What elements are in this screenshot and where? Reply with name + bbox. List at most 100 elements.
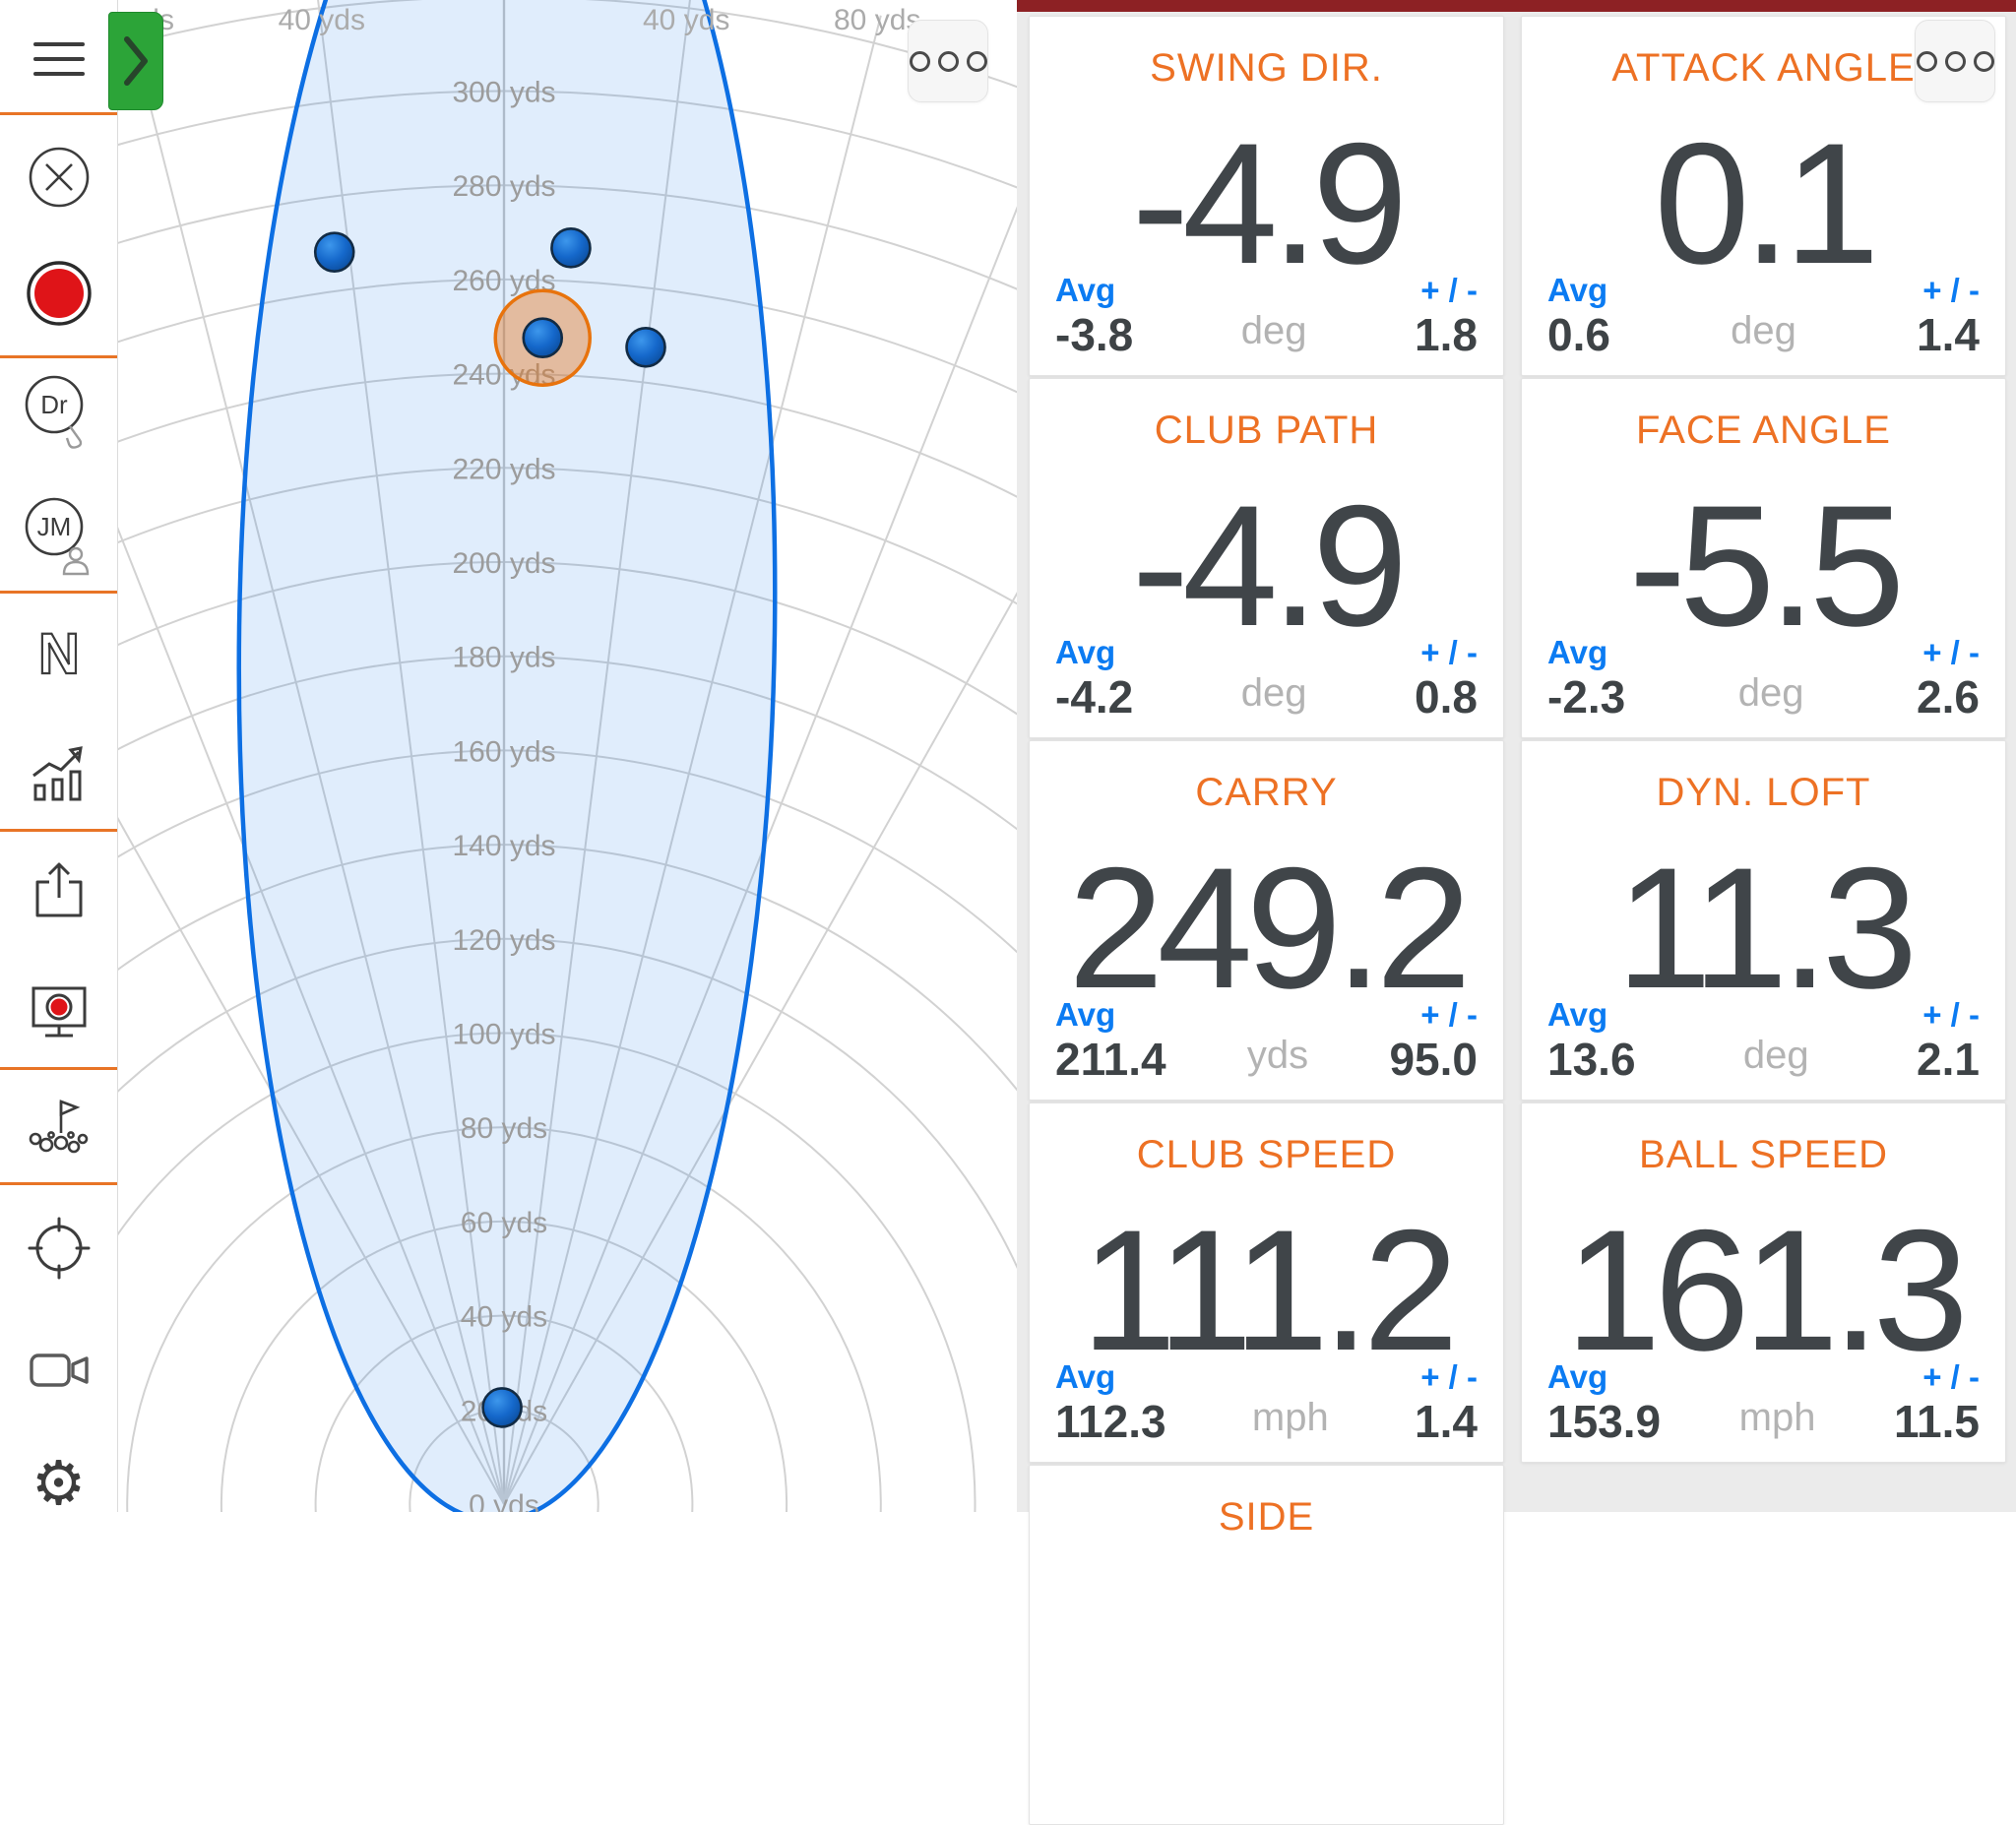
trend-chart-icon xyxy=(32,746,83,801)
sidebar-item-menu[interactable] xyxy=(0,12,117,106)
metric-value: -4.9 xyxy=(1131,108,1409,300)
sidebar-divider xyxy=(0,1067,117,1070)
panel-more-options-button[interactable] xyxy=(1915,20,1995,102)
metric-value: 161.3 xyxy=(1565,1195,1969,1387)
metric-footer xyxy=(1055,1802,1478,1810)
share-icon xyxy=(35,862,82,917)
avg-value: -2.3 xyxy=(1547,671,1626,724)
metric-title: CARRY xyxy=(1195,771,1338,814)
plusminus-value: 2.1 xyxy=(1917,1034,1980,1086)
shot-dot-3[interactable] xyxy=(625,327,666,368)
plusminus-value: 95.0 xyxy=(1389,1034,1478,1086)
shot-dot-0[interactable] xyxy=(313,231,355,273)
sidebar-item-notes[interactable]: N xyxy=(0,606,117,701)
plusminus-label: + / - xyxy=(1922,272,1980,309)
metric-tile-carry[interactable]: CARRY 249.2 Avg 211.4 yds + / - 95.0 xyxy=(1029,740,1504,1101)
sidebar-item-club-selector[interactable]: Dr xyxy=(0,366,117,461)
shot-dot-1[interactable] xyxy=(550,227,592,269)
metric-title: ATTACK ANGLE xyxy=(1611,46,1916,90)
metric-plusminus: + / - 2.1 xyxy=(1917,996,1980,1086)
metric-avg: Avg 211.4 xyxy=(1055,996,1166,1086)
metric-avg: Avg -3.8 xyxy=(1055,272,1133,361)
flag-scatter-icon xyxy=(29,1100,88,1154)
metric-tile-swing-dir[interactable]: SWING DIR. -4.9 Avg -3.8 deg + / - 1.8 xyxy=(1029,16,1504,376)
screen-record-icon xyxy=(32,986,86,1038)
plusminus-label: + / - xyxy=(1420,1358,1478,1396)
lateral-label: 40 yds xyxy=(643,4,729,36)
shot-dot-4[interactable] xyxy=(481,1387,523,1428)
more-icon xyxy=(937,50,959,72)
plusminus-label: + / - xyxy=(1922,634,1980,671)
distance-label: 180 yds xyxy=(452,642,555,674)
metric-avg: Avg -4.2 xyxy=(1055,634,1133,724)
user-circle-icon: JM xyxy=(25,497,89,576)
metric-tile-dyn-loft[interactable]: DYN. LOFT 11.3 Avg 13.6 deg + / - 2.1 xyxy=(1521,740,2006,1101)
metric-value: 0.1 xyxy=(1654,108,1879,300)
close-circle-icon xyxy=(29,147,89,208)
metric-footer: Avg 211.4 yds + / - 95.0 xyxy=(1055,996,1478,1086)
avg-label: Avg xyxy=(1547,1358,1608,1396)
more-icon xyxy=(1944,50,1966,72)
sidebar-item-camera[interactable] xyxy=(0,1322,117,1416)
distance-label: 120 yds xyxy=(452,924,555,957)
avg-label: Avg xyxy=(1547,996,1608,1034)
metric-avg: Avg 112.3 xyxy=(1055,1358,1166,1448)
metric-value: 11.3 xyxy=(1615,833,1919,1025)
svg-text:Dr: Dr xyxy=(40,390,68,419)
sidebar-item-close-session[interactable] xyxy=(0,130,117,224)
club-circle-icon: Dr xyxy=(25,375,83,449)
shot-dot-2[interactable] xyxy=(522,317,564,359)
plusminus-label: + / - xyxy=(1420,996,1478,1034)
metric-unit: deg xyxy=(1240,671,1307,715)
distance-label: 60 yds xyxy=(461,1207,547,1239)
metric-unit: deg xyxy=(1742,1034,1809,1077)
metric-tile-attack-angle[interactable]: ATTACK ANGLE 0.1 Avg 0.6 deg + / - 1.4 xyxy=(1521,16,2006,376)
sidebar-item-stats[interactable] xyxy=(0,724,117,819)
avg-label: Avg xyxy=(1055,634,1116,671)
svg-text:JM: JM xyxy=(36,512,71,541)
metric-avg: Avg -2.3 xyxy=(1547,634,1625,724)
metric-tile-club-speed[interactable]: CLUB SPEED 111.2 Avg 112.3 mph + / - 1.4 xyxy=(1029,1102,1504,1463)
metric-plusminus: + / - 1.4 xyxy=(1415,1358,1478,1448)
distance-label: 280 yds xyxy=(452,170,555,203)
sidebar-item-target[interactable] xyxy=(0,1201,117,1295)
expand-panel-button[interactable] xyxy=(108,12,163,110)
avg-label: Avg xyxy=(1055,1358,1116,1396)
metric-tile-ball-speed[interactable]: BALL SPEED 161.3 Avg 153.9 mph + / - 11.… xyxy=(1521,1102,2006,1463)
metric-tile-face-angle[interactable]: FACE ANGLE -5.5 Avg -2.3 deg + / - 2.6 xyxy=(1521,378,2006,738)
distance-label: 0 yds xyxy=(469,1489,539,1512)
metric-avg: Avg 13.6 xyxy=(1547,996,1636,1086)
sidebar-item-user-profile[interactable]: JM xyxy=(0,488,117,583)
distance-label: 220 yds xyxy=(452,453,555,485)
direction-line xyxy=(503,206,1017,1505)
sidebar-item-record[interactable] xyxy=(0,246,117,341)
distance-label: 140 yds xyxy=(452,830,555,862)
plusminus-value: 2.6 xyxy=(1917,671,1980,724)
plusminus-value: 11.5 xyxy=(1894,1396,1980,1448)
avg-value: 0.6 xyxy=(1547,309,1610,361)
chart-more-options-button[interactable] xyxy=(908,20,988,102)
sidebar-divider xyxy=(0,591,117,594)
metric-footer: Avg 153.9 mph + / - 11.5 xyxy=(1547,1358,1980,1448)
recording-indicator-bar xyxy=(1017,0,2016,12)
sidebar-item-dispersion[interactable] xyxy=(0,1082,117,1176)
metric-tile-side[interactable]: SIDE xyxy=(1029,1465,1504,1825)
metric-unit: deg xyxy=(1731,309,1796,352)
dispersion-ellipse xyxy=(236,0,778,1512)
more-icon xyxy=(909,50,930,72)
metric-unit: mph xyxy=(1738,1396,1816,1439)
sidebar-item-settings[interactable]: ⚙ xyxy=(0,1437,117,1532)
sidebar-item-screen-record[interactable] xyxy=(0,965,117,1059)
hamburger-icon xyxy=(32,42,85,76)
sidebar-item-share[interactable] xyxy=(0,845,117,939)
metric-plusminus: + / - 0.8 xyxy=(1415,634,1478,724)
metric-tile-club-path[interactable]: CLUB PATH -4.9 Avg -4.2 deg + / - 0.8 xyxy=(1029,378,1504,738)
avg-label: Avg xyxy=(1055,996,1116,1034)
metric-footer: Avg 112.3 mph + / - 1.4 xyxy=(1055,1358,1478,1448)
metric-value: -5.5 xyxy=(1628,471,1906,662)
gear-icon: ⚙ xyxy=(31,1450,87,1518)
lateral-label: 40 yds xyxy=(279,4,365,36)
avg-label: Avg xyxy=(1547,634,1608,671)
target-icon xyxy=(28,1217,90,1280)
